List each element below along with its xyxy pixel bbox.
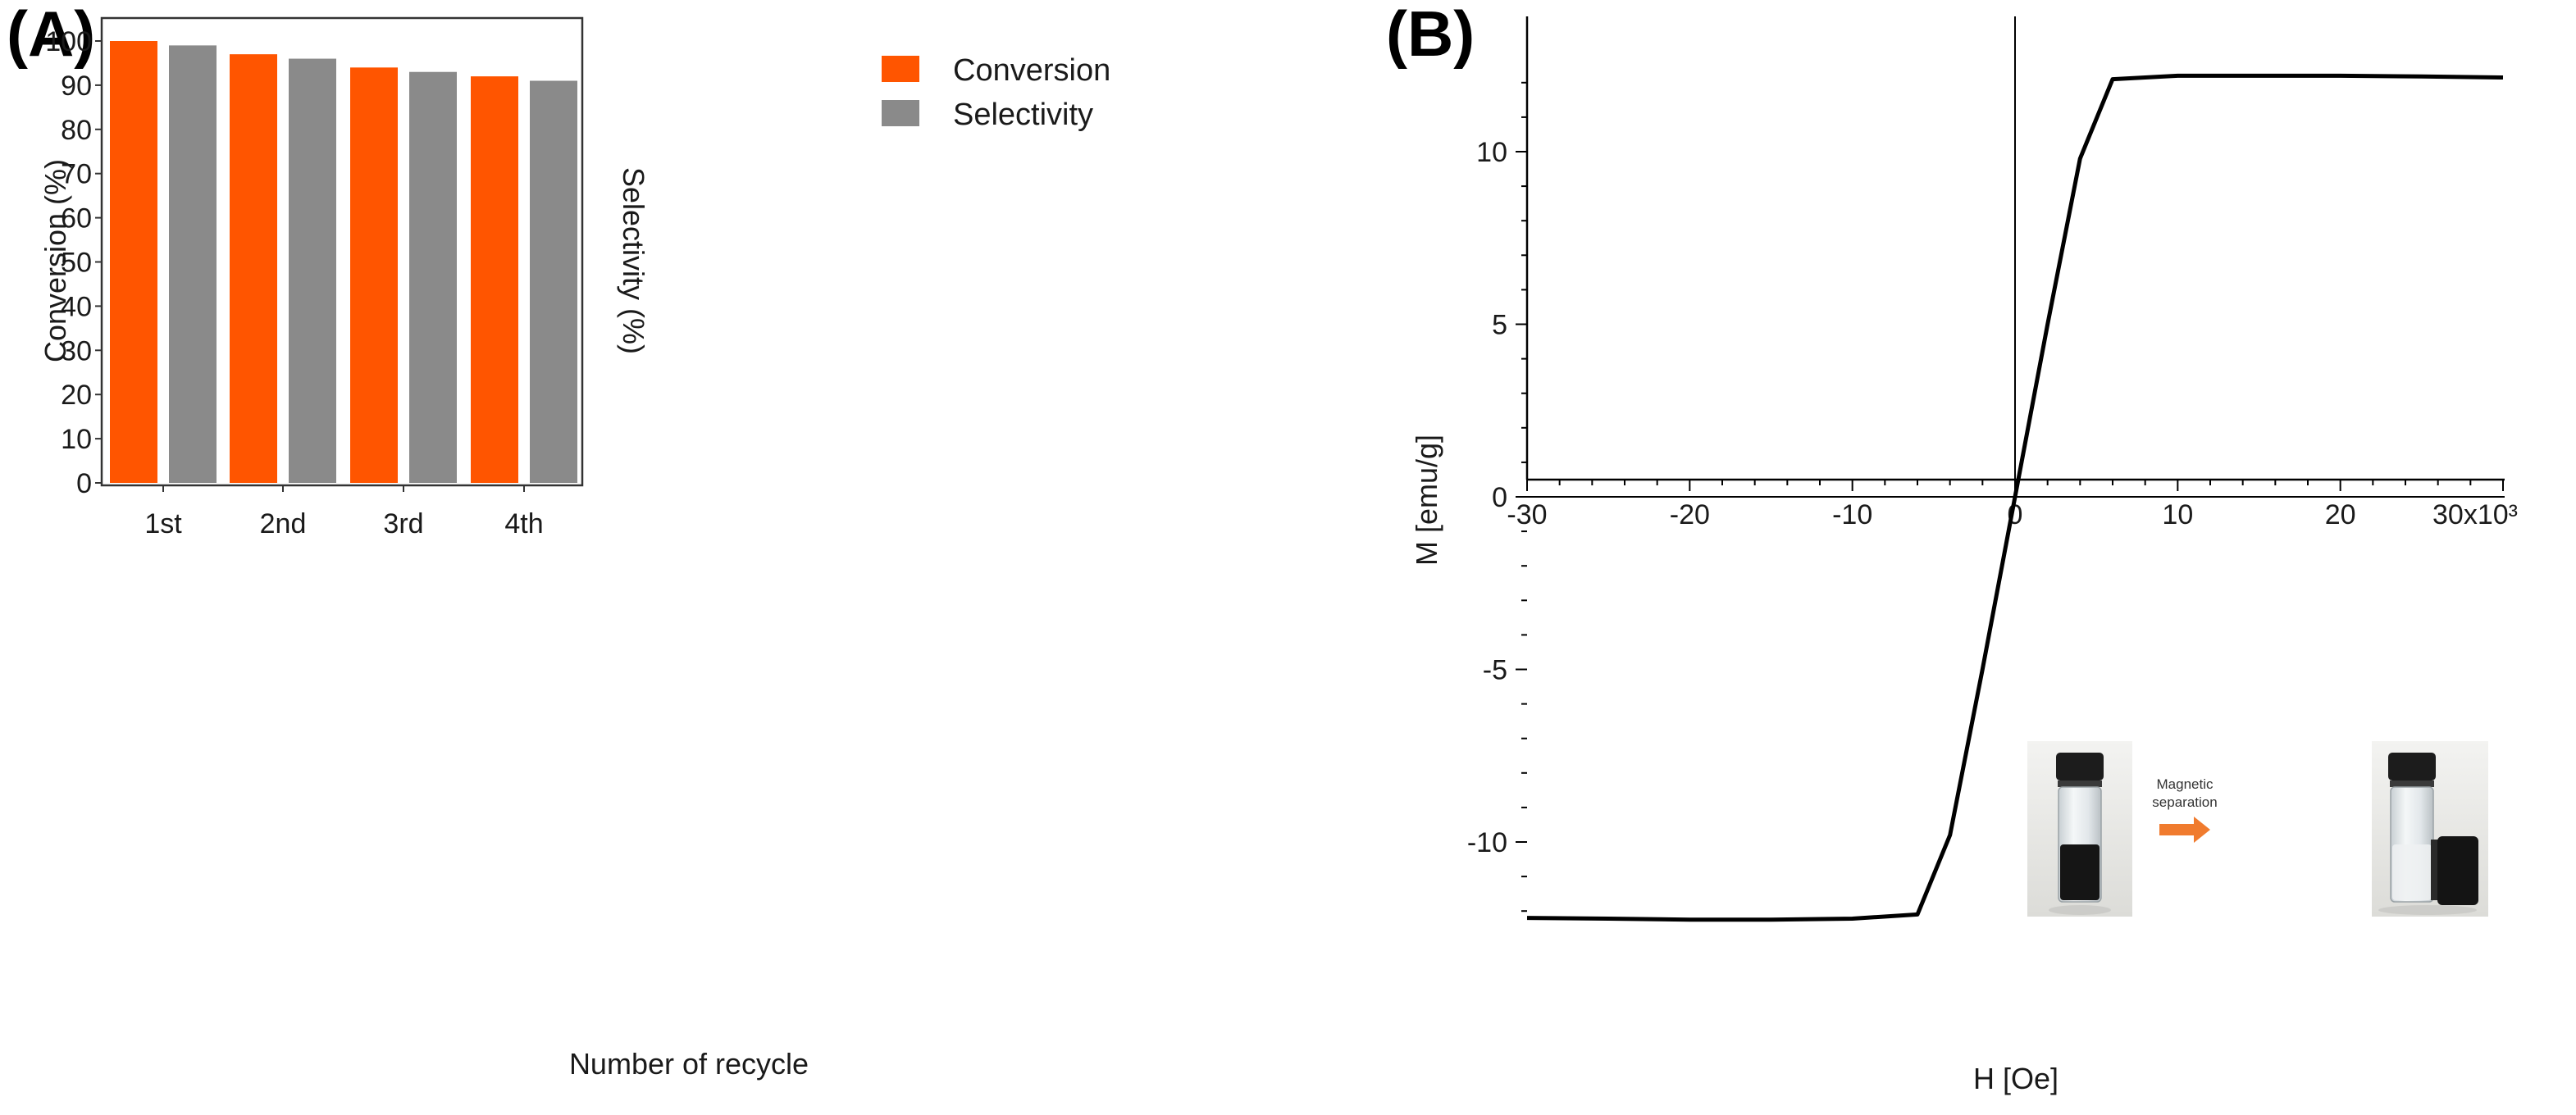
legend-label-conversion: Conversion <box>953 53 1110 88</box>
x-axis-title: H [Oe] <box>1973 1062 2059 1095</box>
y-tick-label: 80 <box>61 115 92 146</box>
y-tick-label: 90 <box>61 71 92 102</box>
y-tick-label: 60 <box>61 203 92 234</box>
inset-caption-line2: separation <box>2152 794 2217 810</box>
y-tick-label: 30 <box>61 335 92 366</box>
y-tick-label: 50 <box>61 248 92 279</box>
y-axis-title: Conversion (%) <box>39 159 72 362</box>
x-tick-label: 1st <box>144 508 182 539</box>
y-axis-title: M [emu/g] <box>1410 435 1443 566</box>
bar-selectivity-1st <box>169 45 217 483</box>
vial-dispersed-photo <box>2027 741 2132 917</box>
panel-a-label: (A) <box>7 0 95 70</box>
y-tick-label: 20 <box>61 380 92 411</box>
y-tick-label: 0 <box>76 468 92 499</box>
legend-label-selectivity: Selectivity <box>953 98 1093 132</box>
panel-b-line-chart: (B) -10 -5 0 5 10 -30 -20 -10 0 10 20 30x10³ M [em… <box>1386 0 2518 1095</box>
bar-selectivity-2nd <box>289 58 336 483</box>
y-axis-title-right: Selectivity (%) <box>617 167 650 354</box>
x-tick-label: 10 <box>2162 499 2193 530</box>
y-tick-label: 0 <box>1492 482 1507 513</box>
x-axis-ticks: 1st 2nd 3rd 4th <box>144 485 544 539</box>
x-tick-label: 3rd <box>383 508 423 539</box>
bar-conversion-4th <box>471 76 518 484</box>
bar-selectivity-4th <box>530 80 577 483</box>
y-tick-label: 100 <box>45 26 92 57</box>
vial-separated-photo <box>2372 741 2488 917</box>
y-tick-label: 10 <box>1476 137 1507 168</box>
y-tick-label: 40 <box>61 291 92 322</box>
bar-conversion-3rd <box>350 67 398 483</box>
y-tick-label: 5 <box>1492 310 1507 341</box>
y-axis-ticks: 0 10 20 30 40 50 60 70 80 90 100 <box>45 26 102 499</box>
plot-frame <box>100 16 584 487</box>
inset-caption-line1: Magnetic <box>2157 776 2214 792</box>
x-tick-label: -10 <box>1832 499 1872 530</box>
zero-lines <box>1527 16 2505 498</box>
magnet <box>2437 836 2478 905</box>
x-tick-label: 30x10³ <box>2432 499 2518 530</box>
x-tick-label: 4th <box>504 508 543 539</box>
y-tick-label: 70 <box>61 159 92 190</box>
magnetic-separation-inset-photo: Magnetic separation <box>2022 738 2492 920</box>
y-axis-ticks: -10 -5 0 5 10 <box>1467 81 1527 912</box>
x-axis-title: Number of recycle <box>569 1047 809 1081</box>
bar-selectivity-3rd <box>409 71 457 483</box>
mh-curve-line <box>1526 73 2504 922</box>
bar-conversion-1st <box>110 41 157 483</box>
arrow-icon <box>2159 817 2210 843</box>
legend-swatch-selectivity <box>882 100 919 126</box>
x-tick-label: -30 <box>1507 499 1547 530</box>
bar-group <box>110 41 577 484</box>
bar-conversion-2nd <box>230 54 277 484</box>
axes <box>100 16 584 487</box>
legend: Conversion Selectivity <box>882 53 1110 132</box>
x-tick-label: -20 <box>1670 499 1710 530</box>
x-tick-label: 20 <box>2325 499 2356 530</box>
legend-swatch-conversion <box>882 56 919 82</box>
panel-b-label: (B) <box>1386 0 1475 70</box>
x-tick-label: 2nd <box>260 508 307 539</box>
y-tick-label: -5 <box>1483 655 1507 686</box>
y-tick-label: 10 <box>61 424 92 455</box>
y-tick-label: -10 <box>1467 827 1507 858</box>
